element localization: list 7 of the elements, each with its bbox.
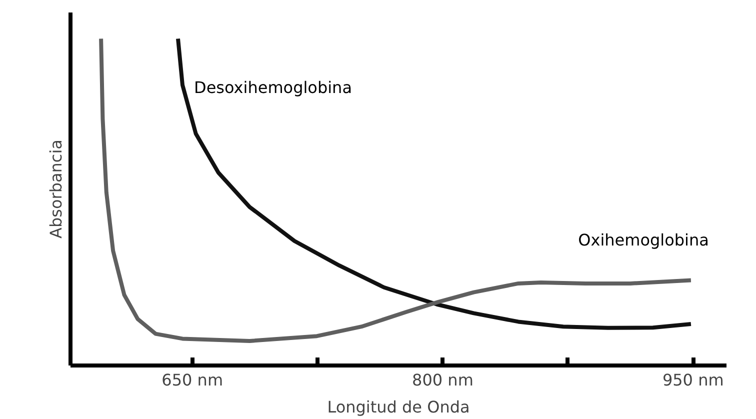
x-axis-title: Longitud de Onda xyxy=(327,398,470,416)
text: Oxihemoglobina xyxy=(578,230,709,250)
series-label: Desoxihemoglobina xyxy=(194,78,352,98)
x-tick-label: 800 nm xyxy=(412,370,474,390)
y-axis-title: Absorbancia xyxy=(46,140,66,238)
x-tick-label: 950 nm xyxy=(662,370,724,390)
x-tick-label: 650 nm xyxy=(162,370,224,390)
